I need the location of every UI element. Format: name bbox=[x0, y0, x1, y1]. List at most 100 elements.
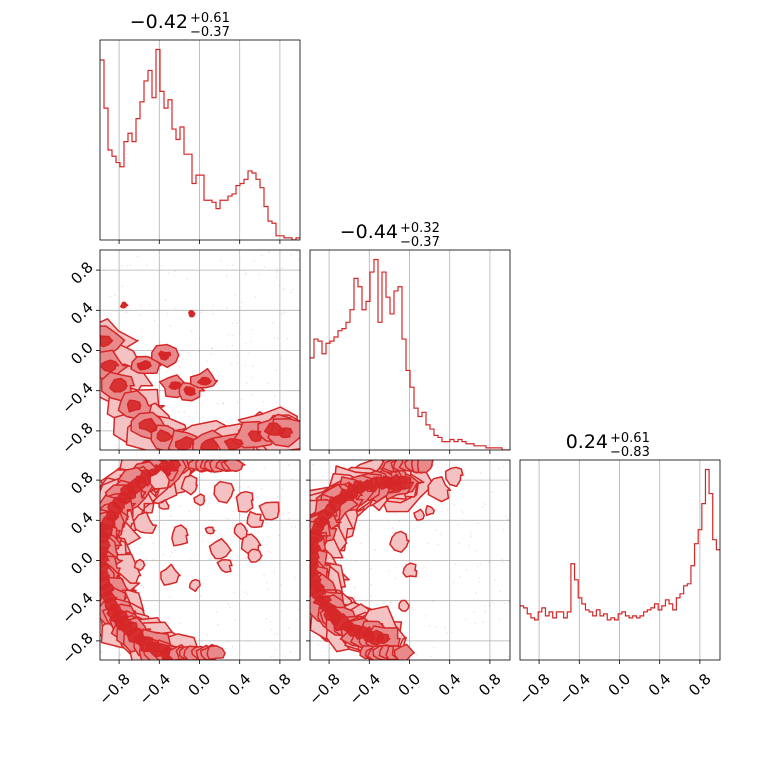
density-panel-1-3-sample-point bbox=[233, 591, 236, 594]
density-panel-2-3-sample-point bbox=[433, 646, 435, 649]
density-panel-1-3: −0.8 −0.4 0.0 0.4 0.8−0.8−0.40.00.40.8 bbox=[58, 459, 301, 709]
density-panel-2-3-xtick-label-2: 0.0 bbox=[395, 670, 425, 700]
hist-panel-2-step-line bbox=[310, 258, 510, 450]
density-panel-2-3-sample-point bbox=[493, 578, 496, 581]
density-panel-1-3-sample-point bbox=[215, 610, 218, 613]
density-panel-2-3-sample-point bbox=[478, 581, 480, 584]
density-panel-1-3-island-13 bbox=[233, 522, 248, 540]
hist-panel-3-xtick-label-2: 0.0 bbox=[605, 670, 635, 700]
density-panel-1-3-sample-point bbox=[239, 486, 242, 488]
density-panel-1-3-sample-point bbox=[174, 549, 176, 551]
density-panel-1-3-top-tail-7 bbox=[223, 460, 246, 473]
density-panel-1-2-sample-point bbox=[146, 264, 148, 266]
density-panel-1-2-content bbox=[100, 250, 300, 450]
density-panel-1-2-sample-point bbox=[275, 276, 278, 279]
density-panel-2-3-sample-point bbox=[507, 518, 509, 521]
density-panel-1-3-island-10 bbox=[160, 563, 181, 586]
density-panel-1-2-sample-point bbox=[165, 298, 167, 301]
density-panel-1-3-sample-point bbox=[287, 517, 290, 520]
density-panel-1-2-sample-point bbox=[296, 250, 298, 252]
density-panel-1-3-sample-point bbox=[233, 536, 236, 538]
density-panel-2-3-island-5 bbox=[398, 599, 410, 612]
density-panel-1-2-sample-point bbox=[173, 270, 176, 272]
density-panel-1-3-sample-point bbox=[287, 464, 290, 466]
density-panel-1-2-sample-point bbox=[106, 422, 109, 424]
density-panel-1-2-sample-point bbox=[276, 267, 278, 270]
density-panel-1-3-sample-point bbox=[212, 519, 214, 521]
density-panel-1-3-sample-point bbox=[169, 515, 172, 517]
density-panel-1-2-sample-point bbox=[148, 303, 151, 306]
density-panel-1-3-sample-point bbox=[198, 508, 201, 510]
density-panel-1-3-ytick-label-4: 0.8 bbox=[67, 468, 97, 498]
density-panel-1-2-sample-point bbox=[226, 264, 229, 267]
hist-panel-1-title-plus: +0.61 bbox=[190, 11, 230, 26]
density-panel-1-3-island-17 bbox=[258, 501, 280, 521]
density-panel-2-3-sample-point bbox=[481, 506, 484, 508]
density-panel-1-3-sample-point bbox=[193, 554, 196, 556]
density-panel-1-2-sample-point bbox=[290, 254, 293, 256]
density-panel-1-2-sample-point bbox=[233, 294, 236, 296]
density-panel-1-2-sample-point bbox=[210, 353, 213, 355]
density-panel-1-3-sample-point bbox=[142, 586, 145, 589]
density-panel-2-3-sample-point bbox=[337, 562, 340, 564]
density-panel-1-2-sample-point bbox=[198, 350, 201, 352]
density-panel-1-3-sample-point bbox=[259, 559, 262, 562]
density-panel-2-3-sample-point bbox=[369, 583, 372, 586]
density-panel-1-2-band-level-2-9 bbox=[247, 430, 262, 443]
density-panel-1-2-sample-point bbox=[231, 363, 233, 365]
density-panel-1-3-sample-point bbox=[232, 645, 234, 648]
density-panel-1-3-sample-point bbox=[257, 530, 260, 533]
hist-panel-2: −0.44 +0.32−0.37 bbox=[309, 221, 511, 454]
density-panel-1-2-sample-point bbox=[244, 364, 246, 367]
density-panel-1-2-sample-point bbox=[190, 330, 193, 333]
density-panel-1-3-ytick-label-3: 0.4 bbox=[67, 508, 97, 538]
density-panel-1-3-sample-point bbox=[190, 559, 193, 561]
density-panel-1-3-sample-point bbox=[179, 505, 182, 508]
density-panel-1-2-sample-point bbox=[129, 264, 132, 266]
density-panel-1-3-sample-point bbox=[152, 558, 155, 561]
density-panel-2-3-sample-point bbox=[441, 511, 443, 513]
density-panel-2-3-xtick-label-3: 0.4 bbox=[435, 670, 465, 700]
density-panel-1-2-sample-point bbox=[252, 365, 254, 367]
density-panel-1-2-sample-point bbox=[244, 272, 247, 274]
density-panel-2-3-sample-point bbox=[311, 463, 314, 465]
density-panel-1-3-sample-point bbox=[280, 610, 283, 612]
density-panel-2-3-sample-point bbox=[370, 568, 372, 570]
density-panel-1-3-sample-point bbox=[136, 553, 138, 555]
density-panel-2-3-sample-point bbox=[479, 471, 482, 474]
density-panel-2-3-sample-point bbox=[413, 508, 416, 511]
density-panel-1-3-sample-point bbox=[288, 511, 290, 514]
density-panel-1-3-ytick-label-1: −0.4 bbox=[58, 589, 96, 627]
density-panel-2-3-sample-point bbox=[390, 601, 392, 604]
density-panel-2-3-sample-point bbox=[477, 522, 479, 524]
density-panel-1-2-sample-point bbox=[166, 312, 169, 315]
density-panel-1-2-sample-point bbox=[250, 340, 252, 343]
density-panel-1-2-sample-point bbox=[141, 328, 143, 331]
density-panel-1-3-island-4 bbox=[235, 490, 254, 513]
density-panel-1-2-sample-point bbox=[235, 355, 238, 358]
density-panel-2-3-sample-point bbox=[504, 515, 507, 517]
density-panel-2-3-sample-point bbox=[423, 567, 425, 569]
density-panel-1-2-band-level-2-2 bbox=[109, 377, 128, 393]
density-panel-1-2-sample-point bbox=[114, 294, 116, 297]
density-panel-1-3-island-9 bbox=[204, 526, 216, 535]
density-panel-1-3-sample-point bbox=[232, 510, 235, 513]
density-panel-1-3-sample-point bbox=[183, 523, 186, 526]
density-panel-2-3-sample-point bbox=[370, 528, 372, 531]
hist-panel-1-title-median: −0.42 bbox=[130, 11, 188, 33]
density-panel-2-3-sample-point bbox=[498, 618, 500, 620]
density-panel-1-2-sample-point bbox=[109, 295, 112, 297]
density-panel-1-2-sample-point bbox=[240, 398, 243, 401]
density-panel-1-2-sample-point bbox=[290, 291, 292, 294]
density-panel-1-3-sample-point bbox=[229, 606, 231, 608]
density-panel-2-3-sample-point bbox=[374, 548, 377, 551]
density-panel-1-3-sample-point bbox=[247, 486, 250, 488]
density-panel-1-3-sample-point bbox=[168, 596, 171, 598]
density-panel-1-2: −0.8−0.4 0.0 0.4 0.8 bbox=[58, 249, 301, 457]
density-panel-1-2-sample-point bbox=[153, 319, 156, 322]
density-panel-2-3-sample-point bbox=[329, 647, 332, 649]
density-panel-1-2-sample-point bbox=[225, 420, 228, 422]
density-panel-1-2-border bbox=[99, 249, 301, 451]
density-panel-2-3-border bbox=[309, 459, 511, 661]
density-panel-2-3-sample-point bbox=[498, 467, 501, 470]
